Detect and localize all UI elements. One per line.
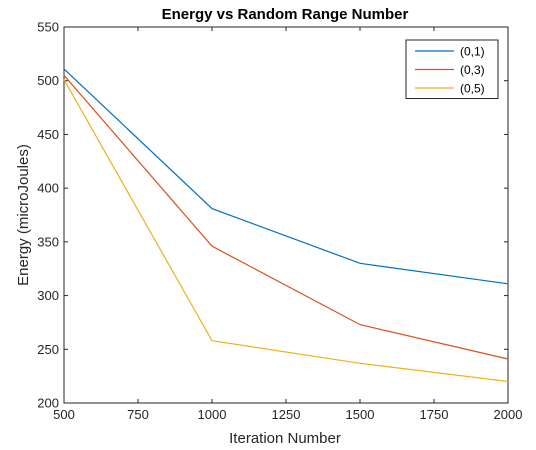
y-tick-label: 300	[37, 288, 59, 303]
x-tick-label: 2000	[494, 407, 523, 422]
y-tick-label: 400	[37, 181, 59, 196]
y-tick-label: 200	[37, 396, 59, 411]
x-tick-label: 1250	[272, 407, 301, 422]
x-axis-title: Iteration Number	[229, 430, 341, 447]
legend: (0,1) (0,3) (0,5)	[405, 39, 499, 99]
x-tick-label: 1000	[198, 407, 227, 422]
legend-label: (0,1)	[460, 45, 485, 59]
series-line	[63, 74, 509, 360]
y-axis-title: Energy (microJoules)	[15, 144, 32, 286]
x-tick-label: 500	[53, 407, 75, 422]
x-tick-label: 1750	[420, 407, 449, 422]
series-line	[63, 68, 509, 285]
x-tick-label: 1500	[346, 407, 375, 422]
y-tick-label: 450	[37, 127, 59, 142]
axes-box	[63, 26, 509, 404]
chart-title: Energy vs Random Range Number	[162, 6, 409, 23]
legend-label: (0,3)	[460, 63, 485, 77]
series-line	[63, 79, 509, 383]
legend-label: (0,5)	[460, 82, 485, 96]
y-tick-label: 250	[37, 342, 59, 357]
y-tick-label: 350	[37, 234, 59, 249]
y-tick-label: 500	[37, 73, 59, 88]
y-tick-label: 550	[37, 20, 59, 35]
x-tick-label: 750	[127, 407, 149, 422]
